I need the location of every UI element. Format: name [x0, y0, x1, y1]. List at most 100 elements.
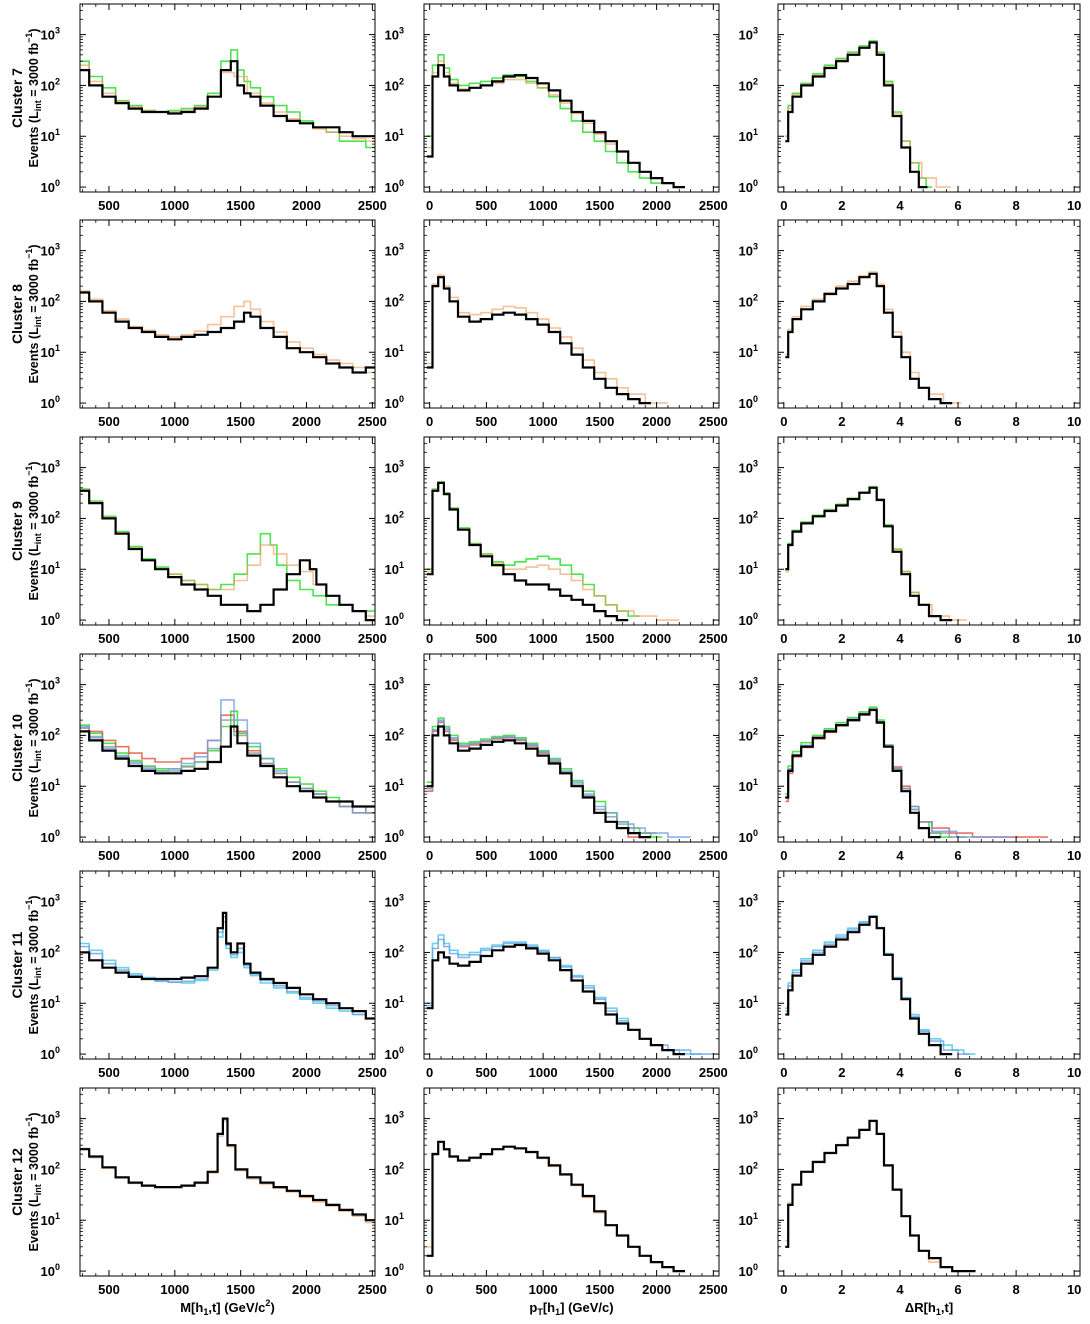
y-tick-label: 101 [385, 1211, 404, 1228]
x-tick-label: 1000 [160, 631, 189, 646]
x-tick-label: 8 [1012, 631, 1019, 646]
series-line-orange [785, 41, 951, 188]
x-axis-label-pt: pT[h1] (GeV/c) [529, 1300, 613, 1317]
plot-frame [777, 219, 1081, 409]
y-tick-label: 100 [739, 611, 758, 628]
y-tick-label: 100 [41, 1045, 60, 1062]
row-label: Cluster 7 [9, 68, 25, 128]
x-tick-label: 6 [954, 1065, 961, 1080]
series-line-blue [785, 915, 970, 1055]
y-tick-label: 101 [739, 1211, 758, 1228]
series-line-reference [80, 725, 375, 808]
y-tick-label: 102 [739, 76, 758, 93]
y-tick-label: 100 [385, 1045, 404, 1062]
series-line-orange [80, 290, 375, 374]
x-tick-label: 6 [954, 848, 961, 863]
x-tick-label: 2500 [699, 1065, 728, 1080]
x-tick-label: 1000 [529, 1282, 558, 1297]
y-tick-label: 102 [41, 76, 60, 93]
panel-cluster8-pt: 100 101 102 103 0 500 1000 1500 2000 2500 [385, 219, 728, 429]
series-line-blue [426, 719, 691, 838]
x-tick-label: 1500 [585, 198, 614, 213]
y-tick-label: 102 [41, 943, 60, 960]
series-line-orange [426, 274, 668, 404]
y-tick-label: 101 [385, 777, 404, 794]
y-tick-label: 101 [385, 343, 404, 360]
panel-cluster11-mass: 100 101 102 103 500 1000 1500 2000 2500 [41, 870, 387, 1080]
x-tick-label: 8 [1012, 414, 1019, 429]
panel-cluster9-pt: 100 101 102 103 0 500 1000 1500 2000 2500 [385, 436, 728, 646]
y-tick-label: 101 [739, 127, 758, 144]
series-group [426, 274, 668, 405]
series-line-orange [785, 271, 961, 404]
y-tick-label: 103 [385, 26, 404, 43]
x-tick-label: 10 [1067, 198, 1081, 213]
y-tick-label: 102 [385, 509, 404, 526]
y-tick-label: 102 [385, 726, 404, 743]
series-line-reference [426, 64, 685, 189]
y-axis-label: Events (Lint = 3000 fb−1) [24, 678, 43, 817]
series-line-reference [80, 291, 375, 374]
series-line-orange [80, 489, 375, 617]
y-tick-label: 100 [385, 828, 404, 845]
series-line-green [426, 54, 663, 184]
x-tick-label: 2000 [292, 1282, 321, 1297]
x-tick-label: 500 [476, 414, 498, 429]
series-line-reference [785, 915, 953, 1056]
y-tick-label: 103 [41, 459, 60, 476]
x-tick-label: 500 [98, 1065, 120, 1080]
x-tick-label: 0 [780, 198, 787, 213]
y-tick-label: 103 [739, 242, 758, 259]
x-tick-label: 0 [426, 848, 433, 863]
y-axis-label: Events (Lint = 3000 fb−1) [24, 895, 43, 1034]
x-tick-label: 4 [896, 848, 904, 863]
plot-frame [423, 1087, 720, 1277]
x-tick-label: 10 [1067, 1065, 1081, 1080]
series-line-reference [426, 1140, 685, 1273]
y-tick-label: 102 [739, 726, 758, 743]
x-tick-label: 2 [838, 1282, 845, 1297]
x-tick-label: 2000 [292, 198, 321, 213]
series-line-green [80, 488, 375, 612]
y-tick-label: 100 [385, 394, 404, 411]
plot-frame [777, 436, 1081, 626]
y-tick-label: 102 [739, 509, 758, 526]
y-tick-label: 100 [739, 1262, 758, 1279]
y-tick-label: 102 [41, 726, 60, 743]
x-axis-label-dr: ΔR[h1,t] [905, 1300, 953, 1317]
y-tick-label: 100 [739, 178, 758, 195]
x-tick-label: 0 [426, 414, 433, 429]
x-axis-label-mass: M[h1,t] (GeV/c2) [180, 1298, 275, 1317]
y-tick-label: 103 [739, 1110, 758, 1127]
series-group [785, 1119, 976, 1273]
x-tick-label: 2 [838, 631, 845, 646]
y-tick-label: 102 [385, 292, 404, 309]
x-tick-label: 2500 [358, 414, 387, 429]
x-tick-label: 8 [1012, 1282, 1019, 1297]
panel-cluster7-mass: 100 101 102 103 500 1000 1500 2000 2500 [41, 3, 387, 213]
x-tick-label: 1500 [585, 631, 614, 646]
plot-frame [79, 653, 376, 843]
x-tick-label: 2 [838, 198, 845, 213]
y-tick-label: 100 [385, 1262, 404, 1279]
y-tick-label: 101 [739, 560, 758, 577]
plot-frame [79, 219, 376, 409]
series-line-cyan [785, 915, 976, 1055]
x-tick-label: 2500 [699, 198, 728, 213]
x-tick-label: 2000 [292, 1065, 321, 1080]
plot-frame [423, 653, 720, 843]
y-tick-label: 101 [41, 127, 60, 144]
x-tick-label: 0 [780, 414, 787, 429]
x-tick-label: 1000 [529, 848, 558, 863]
row-label: Cluster 10 [9, 714, 25, 782]
x-tick-label: 1500 [226, 414, 255, 429]
row-label: Cluster 8 [9, 284, 25, 344]
x-tick-label: 2500 [699, 848, 728, 863]
plot-frame [79, 1087, 376, 1277]
series-group [80, 1117, 375, 1224]
series-group [80, 49, 375, 149]
y-axis-label: Events (Lint = 3000 fb−1) [24, 244, 43, 383]
x-tick-label: 2000 [292, 848, 321, 863]
x-tick-label: 6 [954, 1282, 961, 1297]
